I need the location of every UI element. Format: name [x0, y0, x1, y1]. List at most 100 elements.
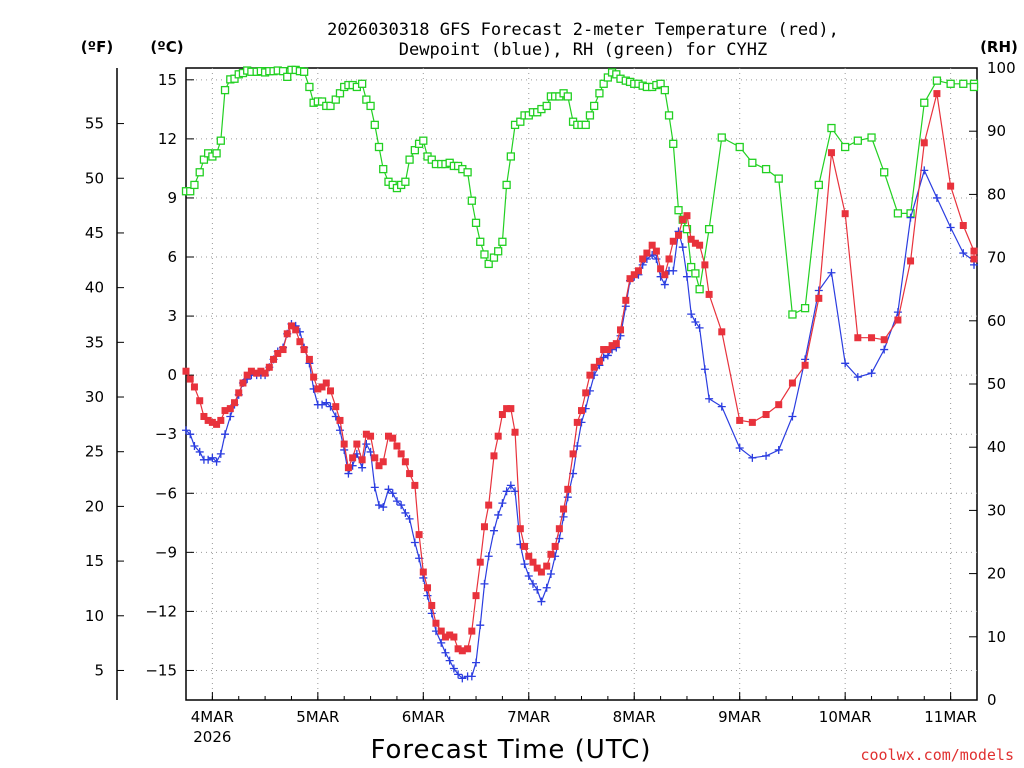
temperature-point: [196, 397, 204, 405]
x-axis-label: Forecast Time (UTC): [370, 735, 651, 765]
temperature-point: [736, 416, 744, 424]
rh-tick-label: 90: [987, 122, 1006, 140]
dewpoint-point: [774, 445, 783, 454]
rh-point: [695, 285, 704, 294]
temperature-point: [253, 369, 261, 377]
rh-tick-label: 0: [987, 691, 997, 709]
rh-point: [212, 149, 221, 158]
x-tick-label: 8MAR: [613, 708, 656, 726]
rh-point: [374, 142, 384, 152]
temperature-point: [340, 440, 348, 448]
rh-tick-label: 80: [987, 185, 1006, 203]
dewpoint-point: [226, 412, 235, 421]
temperature-point: [419, 568, 427, 576]
temperature-point: [221, 407, 229, 415]
fahrenheit-tick-label: 5: [94, 661, 104, 679]
dewpoint-point: [392, 497, 401, 506]
rh-point: [599, 79, 608, 88]
temperature-point: [287, 322, 295, 330]
temperature-point: [626, 275, 634, 283]
dewpoint-point: [494, 510, 503, 519]
dewpoint-point: [212, 457, 221, 466]
rh-point: [920, 98, 929, 107]
rh-point: [331, 95, 340, 104]
temperature-point: [612, 340, 620, 348]
temperature-point: [511, 428, 519, 436]
rh-point: [467, 196, 476, 205]
dewpoint-point: [186, 430, 195, 439]
temperature-point: [617, 326, 625, 334]
rh-point: [283, 72, 292, 81]
dewpoint-point: [762, 451, 771, 460]
dewpoint-point: [788, 412, 797, 421]
temperature-point: [454, 645, 462, 653]
plot-frame: [185, 67, 978, 701]
temperature-point: [472, 592, 480, 600]
temperature-point: [630, 271, 638, 279]
rh-point: [427, 155, 436, 164]
rh-point: [581, 120, 590, 130]
temperature-point: [314, 385, 322, 393]
dewpoint-point: [893, 308, 902, 317]
temperature-point: [657, 265, 665, 273]
temperature-point: [292, 326, 300, 334]
temperature-point: [344, 464, 352, 472]
dewpoint-point: [669, 266, 678, 275]
temperature-point: [537, 568, 545, 576]
dewpoint-point: [437, 638, 446, 647]
temperature-point: [521, 542, 529, 550]
rh-tick-label: 100: [987, 59, 1016, 77]
dewpoint-point: [906, 213, 915, 222]
temperature-point: [578, 407, 585, 415]
temperature-point: [801, 361, 809, 369]
rh-point: [682, 225, 692, 234]
rh-point: [305, 82, 314, 92]
rh-point: [687, 262, 696, 272]
temperature-point: [393, 442, 401, 450]
fahrenheit-tick-label: 55: [85, 115, 104, 133]
rh-point: [827, 123, 836, 133]
rh-tick-label: 70: [987, 249, 1006, 267]
temperature-point: [336, 416, 344, 424]
dewpoint-point: [498, 499, 507, 508]
rh-point: [660, 85, 669, 95]
dewpoint-point: [946, 223, 955, 232]
dewpoint-point: [660, 280, 669, 289]
celsius-tick-label: −9: [155, 543, 177, 561]
fahrenheit-tick-label: 50: [85, 169, 104, 187]
temperature-point: [507, 405, 515, 413]
temperature-point: [322, 379, 330, 387]
temperature-point: [854, 334, 862, 342]
temperature-point: [687, 235, 695, 243]
temperature-point: [362, 430, 370, 438]
fahrenheit-tick-label: 35: [85, 333, 104, 351]
dewpoint-point: [563, 493, 572, 502]
temperature-point: [349, 454, 357, 462]
temperature-point: [665, 255, 673, 263]
rh-point: [704, 225, 714, 234]
temperature-point: [401, 458, 409, 466]
celsius-tick-label: 3: [167, 307, 177, 325]
dewpoint-point: [735, 443, 744, 452]
unit-label-fahrenheit: (ºF): [81, 38, 113, 56]
temperature-point: [560, 505, 568, 513]
rh-point: [880, 168, 889, 177]
rh-point: [480, 250, 489, 259]
temperature-point: [643, 249, 651, 257]
temperature-point: [296, 338, 304, 346]
temperature-point: [516, 525, 524, 533]
temperature-point: [458, 647, 466, 655]
rh-point: [419, 136, 428, 145]
credit-link[interactable]: coolwx.com/models: [860, 746, 1014, 764]
temperature-point: [310, 373, 318, 381]
rh-point: [278, 67, 288, 76]
temperature-point: [669, 237, 677, 245]
fahrenheit-tick-label: 45: [85, 224, 104, 242]
temperature-point: [503, 405, 511, 413]
dewpoint-point: [190, 442, 199, 451]
dewpoint-point: [204, 455, 213, 464]
temperature-point: [555, 525, 563, 533]
temperature-point: [379, 458, 387, 466]
dewpoint-point: [454, 670, 463, 679]
dewpoint-point: [322, 398, 331, 407]
